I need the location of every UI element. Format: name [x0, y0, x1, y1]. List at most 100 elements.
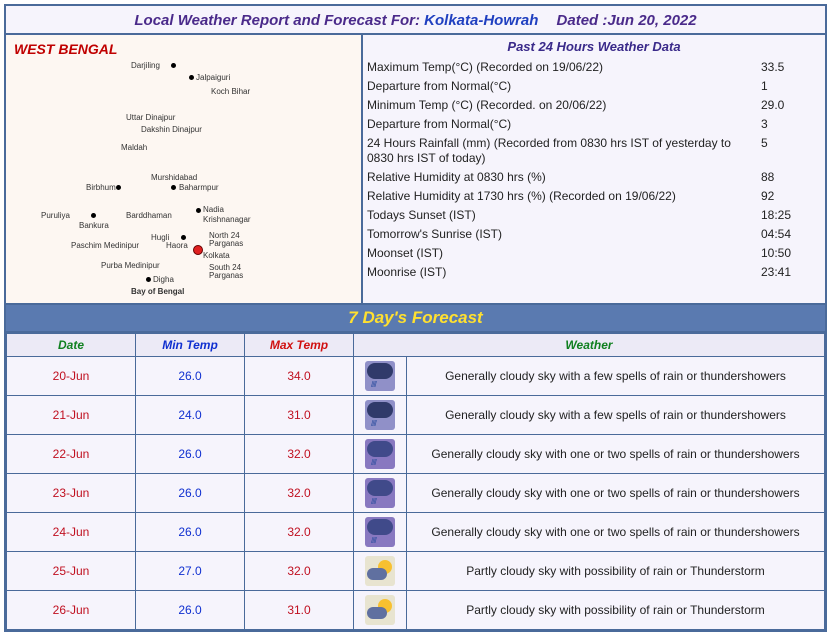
past24-rows: Maximum Temp(°C) (Recorded on 19/06/22)3…: [367, 58, 821, 282]
forecast-row: 23-Jun26.032.0 //// Generally cloudy sky w…: [7, 474, 825, 513]
forecast-icon-cell: ////: [354, 513, 407, 552]
map-region-title: WEST BENGAL: [14, 41, 117, 57]
title-location: Kolkata-Howrah: [424, 12, 538, 29]
past24-label: 24 Hours Rainfall (mm) (Recorded from 08…: [367, 136, 761, 166]
forecast-min: 26.0: [136, 513, 245, 552]
past24-row: Tomorrow's Sunrise (IST)04:54: [367, 225, 821, 244]
forecast-desc: Generally cloudy sky with one or two spe…: [407, 435, 825, 474]
forecast-max: 32.0: [245, 513, 354, 552]
report-container: Local Weather Report and Forecast For: K…: [4, 4, 827, 632]
past24-row: Departure from Normal(°C)1: [367, 77, 821, 96]
past24-value: 3: [761, 117, 821, 132]
weather-icon: [365, 595, 395, 625]
forecast-max: 32.0: [245, 552, 354, 591]
forecast-row: 21-Jun24.031.0 //// Generally cloudy sky w…: [7, 396, 825, 435]
past24-row: 24 Hours Rainfall (mm) (Recorded from 08…: [367, 134, 821, 168]
past24-label: Maximum Temp(°C) (Recorded on 19/06/22): [367, 60, 761, 75]
weather-icon: ////: [365, 517, 395, 547]
forecast-date: 26-Jun: [7, 591, 136, 630]
forecast-min: 26.0: [136, 474, 245, 513]
past24-title: Past 24 Hours Weather Data: [367, 37, 821, 58]
forecast-min: 26.0: [136, 435, 245, 474]
forecast-date: 21-Jun: [7, 396, 136, 435]
weather-icon: ////: [365, 439, 395, 469]
forecast-desc: Generally cloudy sky with a few spells o…: [407, 357, 825, 396]
forecast-section-title: 7 Day's Forecast: [6, 303, 825, 333]
past24-label: Minimum Temp (°C) (Recorded. on 20/06/22…: [367, 98, 761, 113]
forecast-row: 22-Jun26.032.0 //// Generally cloudy sky w…: [7, 435, 825, 474]
past24-label: Moonset (IST): [367, 246, 761, 261]
col-date: Date: [7, 334, 136, 357]
past24-label: Departure from Normal(°C): [367, 117, 761, 132]
weather-icon: ////: [365, 478, 395, 508]
forecast-min: 24.0: [136, 396, 245, 435]
past24-label: Relative Humidity at 1730 hrs (%) (Recor…: [367, 189, 761, 204]
title-dated: Dated :Jun 20, 2022: [557, 12, 697, 29]
forecast-date: 25-Jun: [7, 552, 136, 591]
past24-value: 10:50: [761, 246, 821, 261]
forecast-icon-cell: ////: [354, 357, 407, 396]
past24-value: 18:25: [761, 208, 821, 223]
past24-label: Departure from Normal(°C): [367, 79, 761, 94]
weather-icon: ////: [365, 361, 395, 391]
past24-value: 04:54: [761, 227, 821, 242]
forecast-min: 26.0: [136, 357, 245, 396]
forecast-header-row: Date Min Temp Max Temp Weather: [7, 334, 825, 357]
forecast-max: 32.0: [245, 474, 354, 513]
past24-value: 5: [761, 136, 821, 166]
forecast-date: 23-Jun: [7, 474, 136, 513]
col-weather: Weather: [354, 334, 825, 357]
forecast-row: 20-Jun26.034.0 //// Generally cloudy sky w…: [7, 357, 825, 396]
past24-value: 23:41: [761, 265, 821, 280]
map-graphic: Darjiling Jalpaiguri Koch Bihar Uttar Di…: [31, 63, 341, 293]
top-section: WEST BENGAL Darjiling Jalpaiguri Koch Bi…: [6, 33, 825, 303]
past24-value: 92: [761, 189, 821, 204]
forecast-date: 22-Jun: [7, 435, 136, 474]
past24-label: Relative Humidity at 0830 hrs (%): [367, 170, 761, 185]
title-prefix: Local Weather Report and Forecast For:: [134, 12, 420, 29]
past24-row: Departure from Normal(°C)3: [367, 115, 821, 134]
past24-row: Todays Sunset (IST)18:25: [367, 206, 821, 225]
past24-value: 29.0: [761, 98, 821, 113]
past24-label: Tomorrow's Sunrise (IST): [367, 227, 761, 242]
past24-value: 33.5: [761, 60, 821, 75]
forecast-icon-cell: [354, 552, 407, 591]
forecast-desc: Generally cloudy sky with one or two spe…: [407, 513, 825, 552]
past24-row: Relative Humidity at 1730 hrs (%) (Recor…: [367, 187, 821, 206]
forecast-icon-cell: [354, 591, 407, 630]
forecast-min: 27.0: [136, 552, 245, 591]
past24-label: Moonrise (IST): [367, 265, 761, 280]
forecast-row: 26-Jun26.031.0 Partly cloudy sky with pos…: [7, 591, 825, 630]
forecast-max: 34.0: [245, 357, 354, 396]
forecast-date: 24-Jun: [7, 513, 136, 552]
forecast-desc: Partly cloudy sky with possibility of ra…: [407, 591, 825, 630]
forecast-max: 31.0: [245, 396, 354, 435]
past24-row: Maximum Temp(°C) (Recorded on 19/06/22)3…: [367, 58, 821, 77]
past24-value: 1: [761, 79, 821, 94]
page-title: Local Weather Report and Forecast For: K…: [6, 6, 825, 33]
past24-row: Moonset (IST)10:50: [367, 244, 821, 263]
weather-icon: [365, 556, 395, 586]
forecast-icon-cell: ////: [354, 474, 407, 513]
forecast-desc: Generally cloudy sky with a few spells o…: [407, 396, 825, 435]
map-panel: WEST BENGAL Darjiling Jalpaiguri Koch Bi…: [6, 35, 363, 303]
col-min: Min Temp: [136, 334, 245, 357]
forecast-max: 31.0: [245, 591, 354, 630]
forecast-desc: Generally cloudy sky with one or two spe…: [407, 474, 825, 513]
past24-row: Moonrise (IST)23:41: [367, 263, 821, 282]
forecast-min: 26.0: [136, 591, 245, 630]
forecast-table: Date Min Temp Max Temp Weather 20-Jun26.…: [6, 333, 825, 630]
col-max: Max Temp: [245, 334, 354, 357]
past24-value: 88: [761, 170, 821, 185]
past24-row: Relative Humidity at 0830 hrs (%)88: [367, 168, 821, 187]
forecast-icon-cell: ////: [354, 396, 407, 435]
past24-label: Todays Sunset (IST): [367, 208, 761, 223]
forecast-max: 32.0: [245, 435, 354, 474]
forecast-row: 24-Jun26.032.0 //// Generally cloudy sky w…: [7, 513, 825, 552]
past24-panel: Past 24 Hours Weather Data Maximum Temp(…: [363, 35, 825, 303]
forecast-date: 20-Jun: [7, 357, 136, 396]
forecast-desc: Partly cloudy sky with possibility of ra…: [407, 552, 825, 591]
weather-icon: ////: [365, 400, 395, 430]
forecast-row: 25-Jun27.032.0 Partly cloudy sky with pos…: [7, 552, 825, 591]
past24-row: Minimum Temp (°C) (Recorded. on 20/06/22…: [367, 96, 821, 115]
